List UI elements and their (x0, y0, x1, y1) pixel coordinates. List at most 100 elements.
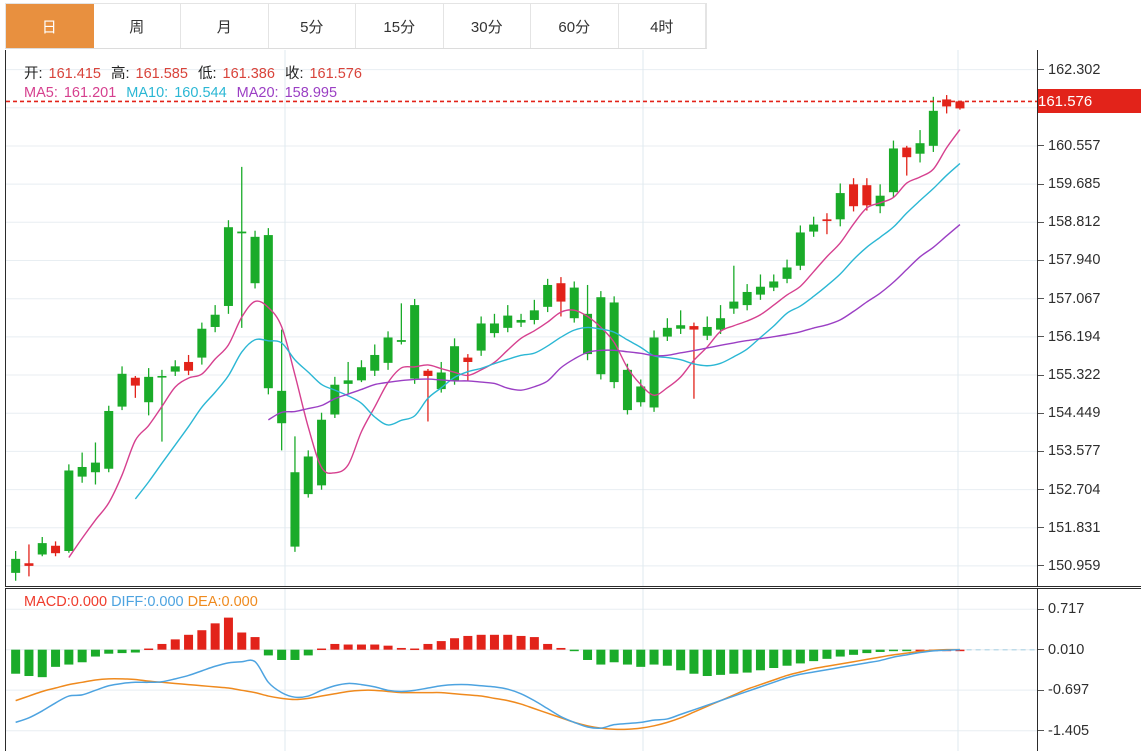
timeframe-tabbar[interactable]: 日 周 月 5分 15分 30分 60分 4时 (5, 3, 707, 49)
macd-bar (503, 634, 513, 650)
candle (543, 278, 553, 313)
macd-bar (51, 649, 61, 667)
tick-mark-icon (1038, 450, 1044, 452)
macd-bar (117, 649, 127, 654)
macd-bar (862, 649, 872, 654)
macd-axis-tick: -1.405 (1038, 723, 1089, 739)
candle (942, 95, 952, 114)
macd-axis-tick-label: 0.010 (1048, 641, 1085, 658)
macd-canvas (6, 589, 1037, 751)
dea-value: 0.000 (221, 594, 258, 610)
candle (356, 360, 366, 383)
tick-mark-icon (1038, 221, 1044, 223)
candle (875, 184, 885, 214)
macd-bar (90, 649, 100, 657)
candle (795, 225, 805, 271)
macd-bar (197, 630, 207, 650)
macd-bar (636, 649, 646, 667)
macd-bar (583, 649, 593, 660)
tick-mark-icon (1038, 689, 1044, 691)
price-axis-tick: 157.940 (1038, 252, 1100, 268)
macd-bar (170, 639, 180, 650)
macd-bar (489, 634, 499, 650)
price-axis-tick: 151.831 (1038, 520, 1100, 536)
tab-month[interactable]: 月 (181, 4, 269, 48)
macd-bar (795, 649, 805, 664)
candle (423, 368, 433, 422)
candle (915, 130, 925, 163)
candle (130, 375, 140, 398)
diff-label: DIFF: (111, 594, 148, 610)
macd-bar (822, 649, 832, 659)
macd-bar (423, 643, 433, 650)
macd-bar (317, 648, 327, 651)
candle (782, 259, 792, 284)
macd-axis-tick-label: -1.405 (1048, 722, 1090, 739)
price-axis-tick: 153.577 (1038, 443, 1100, 459)
macd-bar (902, 649, 912, 652)
price-axis-tick-label: 155.322 (1048, 367, 1101, 383)
macd-bar (130, 649, 140, 653)
candle (622, 363, 632, 415)
price-axis-tick-label: 154.449 (1048, 405, 1101, 422)
tick-mark-icon (1038, 649, 1044, 651)
tab-4hour[interactable]: 4时 (618, 4, 706, 48)
macd-bar (649, 649, 659, 665)
macd-panel[interactable] (5, 588, 1037, 751)
candle (835, 183, 845, 227)
tab-15min[interactable]: 15分 (356, 4, 444, 48)
tick-mark-icon (1038, 527, 1044, 529)
tab-week[interactable]: 周 (93, 4, 181, 48)
macd-bar (529, 637, 539, 650)
tick-mark-icon (1038, 69, 1044, 71)
ma20-line (267, 224, 961, 421)
macd-bar (716, 649, 726, 675)
tab-day[interactable]: 日 (6, 4, 94, 48)
macd-axis: 0.717 0.010 -0.697 -1.405 (1037, 588, 1141, 751)
candle (755, 274, 765, 300)
macd-bar (383, 645, 393, 650)
candle (317, 412, 327, 490)
candle (170, 360, 180, 376)
diff-line (15, 648, 960, 729)
macd-bar (915, 649, 925, 652)
candle (809, 216, 819, 237)
candle (822, 213, 832, 235)
macd-axis-tick-label: 0.717 (1048, 601, 1085, 618)
tab-5min[interactable]: 5分 (268, 4, 356, 48)
macd-bar (263, 649, 273, 656)
macd-bar (888, 649, 898, 652)
macd-bar (689, 649, 699, 674)
macd-bar (210, 623, 220, 650)
macd-bar (157, 643, 167, 650)
macd-bar (330, 643, 340, 650)
candle (702, 316, 712, 341)
macd-bar (596, 649, 606, 665)
price-axis-tick: 160.557 (1038, 138, 1100, 154)
tab-60min[interactable]: 60分 (531, 4, 619, 48)
macd-bar (662, 649, 672, 666)
macd-bar (835, 649, 845, 657)
price-chart-panel[interactable] (5, 50, 1037, 587)
macd-bar (37, 649, 47, 678)
macd-bar (104, 649, 114, 654)
price-axis-tick: 162.302 (1038, 62, 1100, 78)
macd-axis-tick: -0.697 (1038, 682, 1089, 698)
macd-bar (729, 649, 739, 674)
macd-axis-tick: 0.010 (1038, 642, 1084, 658)
price-axis-tick-label: 158.812 (1048, 214, 1101, 231)
candle (649, 330, 659, 412)
tick-mark-icon (1038, 565, 1044, 567)
macd-bar (516, 635, 526, 650)
macd-bar (77, 649, 87, 663)
macd-bar (303, 649, 313, 656)
candle (343, 361, 353, 394)
candle (263, 228, 273, 395)
tick-mark-icon (1038, 412, 1044, 414)
candle (556, 277, 566, 317)
price-axis-tick-label: 162.302 (1048, 61, 1101, 78)
tick-mark-icon (1038, 259, 1044, 261)
tab-30min[interactable]: 30分 (443, 4, 531, 48)
candle (769, 274, 779, 292)
current-price-value: 161.576 (1038, 92, 1093, 110)
